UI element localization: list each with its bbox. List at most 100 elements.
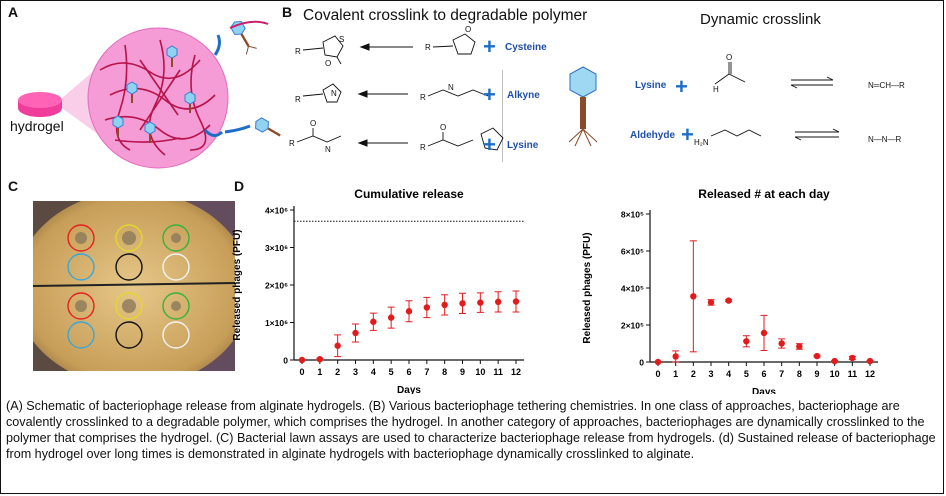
chart1-ytick-label-3: 3×10⁶ (265, 243, 288, 253)
reagent-lysine-dynamic: Lysine (635, 80, 667, 91)
chem-r-3: R (289, 139, 295, 148)
chart1-point-8 (441, 301, 448, 309)
panel-b-divider (502, 70, 503, 162)
chart2-point-12 (866, 357, 874, 365)
chart1-xtick-label-12: 12 (511, 367, 521, 377)
chart2-xlabel: Days (752, 387, 776, 394)
chart2-point-2 (690, 293, 697, 300)
chart1-point-12 (512, 298, 520, 305)
chem-s-1: S (339, 35, 344, 44)
chart1-xtick-label-10: 10 (475, 367, 485, 377)
panel-a-label: A (8, 4, 19, 20)
panel-b-chemistry: R S O R N R O N R O R N R O + + + Cystei… (289, 25, 905, 157)
lawn-assay-photo (33, 201, 235, 371)
chart2-xtick-label-8: 8 (797, 369, 802, 379)
chart1-xtick-label-5: 5 (389, 367, 394, 377)
chart2-xtick-label-9: 9 (814, 369, 819, 379)
panel-d-label: D (234, 178, 245, 194)
chart1-xtick-label-7: 7 (424, 367, 429, 377)
reagent-alkyne: Alkyne (507, 90, 540, 101)
chart1-point-7 (423, 304, 431, 311)
chem-n-2: N (331, 89, 337, 98)
reagent-cysteine: Cysteine (505, 42, 547, 53)
daily-release-chart: Released # at each day 0 2×10⁵ 4×10⁵ 6×10⁵ 8×… (582, 187, 878, 394)
chart1-point-1 (316, 356, 324, 363)
chart1-point-6 (405, 308, 413, 315)
chem-o-4: O (465, 25, 471, 34)
chart1-xtick-label-8: 8 (442, 367, 447, 377)
plus-lysine-covalent: + (483, 132, 496, 157)
reagent-lysine: Lysine (507, 140, 539, 151)
reagent-aldehyde: Aldehyde (630, 130, 675, 141)
chart2-point-3 (707, 299, 715, 306)
cumulative-release-chart: Cumulative release 0 1×10⁶ 2×10⁶ 3×10⁶ 4×10⁶ 0… (232, 187, 524, 394)
chart2-point-8 (796, 343, 803, 350)
chart1-point-10 (477, 299, 484, 306)
chart1-ytick-label-2: 2×10⁶ (265, 281, 288, 291)
chart2-xtick-label-2: 2 (691, 369, 696, 379)
chem-o-aldehyde: O (726, 53, 732, 62)
panel-a-schematic (18, 20, 281, 169)
chart2-ytick-label-0: 0 (639, 358, 644, 368)
chart2-xtick-label-4: 4 (726, 369, 731, 379)
chart2-ytick-label-1: 2×10⁵ (621, 321, 644, 331)
covalent-title: Covalent crosslink to degradable polymer (303, 7, 588, 24)
chart1-point-3 (352, 329, 359, 337)
chart1-xlabel: Days (397, 385, 421, 394)
chart2-point-5 (743, 338, 750, 345)
chart2-xtick-label-3: 3 (708, 369, 713, 379)
chart2-xtick-label-12: 12 (865, 369, 875, 379)
chart2-point-7 (778, 340, 785, 347)
chart1-xtick-label-4: 4 (371, 367, 376, 377)
chart2-ytick-label-4: 8×10⁵ (621, 210, 644, 220)
chart2-xtick-label-11: 11 (848, 369, 858, 379)
chart2-ylabel: Released phages (PFU) (582, 232, 593, 343)
chart2-point-6 (760, 329, 768, 337)
chem-r-4: R (425, 43, 431, 52)
chart2-ytick-label-2: 4×10⁵ (621, 284, 644, 294)
chart1-ylabel: Released phages (PFU) (232, 229, 243, 340)
polymer-network (99, 39, 216, 156)
chart1-xtick-label-9: 9 (460, 367, 465, 377)
chart1-point-11 (494, 298, 502, 306)
chart1-title: Cumulative release (354, 187, 464, 201)
chart1-point-2 (334, 342, 341, 349)
dynamic-title: Dynamic crosslink (700, 11, 821, 28)
chart2-point-11 (849, 354, 856, 362)
chart1-ytick-label-4: 4×10⁶ (265, 206, 288, 216)
chem-o-6: O (440, 123, 446, 132)
chart2-xtick-label-5: 5 (744, 369, 749, 379)
chem-hydrazone: N—N—R (868, 135, 902, 144)
chart2-point-1 (672, 353, 679, 360)
tethered-phages (112, 45, 196, 143)
chart1-xtick-label-2: 2 (335, 367, 340, 377)
chem-o-1: O (325, 59, 331, 68)
chem-h: H (713, 85, 719, 94)
chart1-point-4 (370, 318, 377, 325)
chem-r-2: R (295, 95, 301, 104)
chart2-point-4 (725, 297, 732, 304)
chem-imine: N═CH—R (868, 81, 905, 90)
chart1-xtick-label-0: 0 (299, 367, 304, 377)
released-phages (203, 20, 281, 137)
chart2-xtick-label-7: 7 (779, 369, 784, 379)
chart1-point-0 (298, 356, 306, 364)
panel-b-label: B (282, 4, 293, 20)
plus-cysteine: + (483, 34, 496, 59)
chart2-title: Released # at each day (698, 187, 830, 201)
chart2-xtick-label-1: 1 (673, 369, 678, 379)
chart1-xtick-label-11: 11 (493, 367, 503, 377)
chem-n-3: N (325, 145, 331, 154)
chart1-xtick-label-1: 1 (317, 367, 322, 377)
plus-alkyne: + (483, 82, 496, 107)
panel-c-label: C (8, 178, 19, 194)
chem-h2n: H₂N (694, 138, 709, 147)
hydrogel-label: hydrogel (10, 118, 64, 134)
plus-aldehyde: + (681, 122, 694, 147)
chem-r-5: R (420, 93, 426, 102)
plus-lysine-dynamic: + (675, 74, 688, 99)
chart2-xtick-label-10: 10 (830, 369, 840, 379)
chart1-ytick-label-1: 1×10⁶ (265, 318, 288, 328)
chem-r-1: R (295, 47, 301, 56)
phage-icon (568, 66, 598, 147)
